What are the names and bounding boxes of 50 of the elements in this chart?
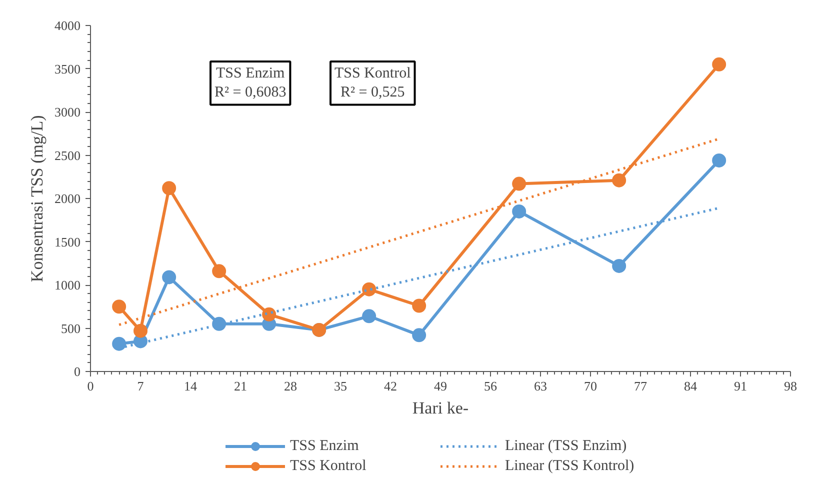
- y-tick-label: 0: [74, 364, 80, 379]
- point: [134, 324, 148, 338]
- x-tick-label: 35: [334, 378, 347, 394]
- point: [612, 258, 626, 273]
- point: [212, 316, 226, 331]
- y-tick-label: 4000: [54, 18, 80, 33]
- x-tick-label: 21: [234, 378, 247, 394]
- point: [112, 336, 126, 351]
- x-tick-label: 56: [484, 378, 498, 394]
- point: [362, 282, 376, 296]
- y-tick-label: 3500: [54, 61, 80, 76]
- x-tick-label: 14: [184, 378, 198, 394]
- y-tick-label: 2500: [54, 148, 80, 163]
- point: [512, 176, 526, 191]
- x-tick-label: 70: [584, 378, 597, 394]
- point: [512, 204, 526, 218]
- y-tick-label: 3000: [54, 104, 80, 120]
- point: [612, 173, 626, 188]
- y-tick-label: 2000: [54, 191, 80, 206]
- annotation: TSS Kontrol R² = 0,525: [334, 66, 411, 101]
- x-axis-title: Hari ke-: [412, 398, 469, 418]
- x-tick-label: 91: [734, 378, 747, 394]
- point: [412, 328, 426, 342]
- y-tick-label: 500: [61, 320, 80, 336]
- x-tick-label: 28: [284, 378, 297, 394]
- x-tick-label: 42: [384, 378, 397, 394]
- y-tick-label: 1500: [54, 234, 80, 250]
- point: [162, 181, 176, 196]
- x-tick-label: 49: [434, 378, 447, 394]
- point: [212, 264, 226, 278]
- point: [262, 307, 276, 322]
- x-tick-label: 0: [87, 378, 94, 394]
- point: [712, 57, 726, 72]
- annotation: TSS Enzim R² = 0,6083: [214, 66, 286, 101]
- legend-label: Linear (TSS Kontrol): [505, 458, 636, 474]
- point: [412, 298, 426, 313]
- y-tick-label: 1000: [54, 278, 80, 292]
- point: [712, 153, 726, 168]
- x-tick-label: 77: [634, 378, 648, 394]
- x-tick-label: 98: [784, 378, 797, 394]
- point: [112, 300, 126, 314]
- y-axis-title: Konsentrasi TSS (mg/L): [28, 115, 46, 282]
- legend-label: TSS Kontrol: [290, 458, 368, 474]
- x-tick-label: 7: [137, 378, 144, 394]
- point: [162, 270, 176, 284]
- x-tick-label: 63: [534, 378, 547, 394]
- legend-label: Linear (TSS Enzim): [505, 438, 628, 454]
- point: [362, 309, 376, 324]
- legend-label: TSS Enzim: [290, 438, 360, 454]
- x-tick-label: 84: [684, 378, 698, 394]
